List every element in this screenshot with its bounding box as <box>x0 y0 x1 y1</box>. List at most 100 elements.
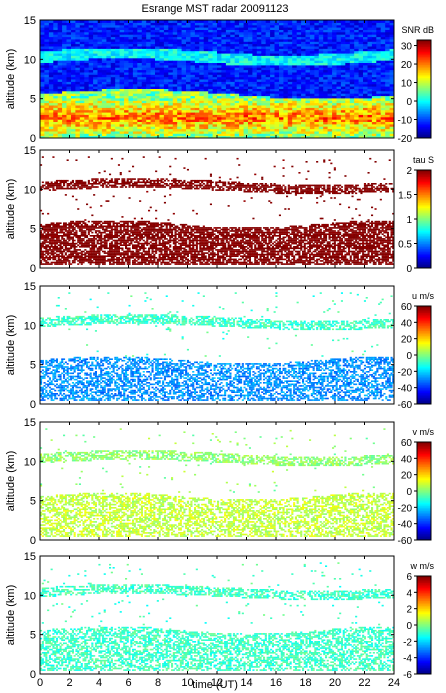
snr-cell <box>115 67 121 71</box>
data-cell <box>57 236 60 239</box>
snr-cell <box>376 112 382 115</box>
snr-cell <box>57 119 63 122</box>
snr-cell <box>336 57 342 61</box>
snr-cell <box>79 71 85 75</box>
data-cell <box>63 225 66 228</box>
snr-cell <box>340 116 346 120</box>
snr-cell <box>380 83 386 87</box>
snr-cell <box>57 48 63 52</box>
snr-cell <box>181 31 187 35</box>
data-cell <box>64 181 67 184</box>
snr-cell <box>239 116 244 120</box>
data-cell <box>57 223 60 226</box>
snr-cell <box>301 27 306 30</box>
snr-cell <box>305 50 311 54</box>
data-cell <box>71 179 74 182</box>
snr-cell <box>380 50 386 54</box>
data-cell <box>55 235 58 237</box>
snr-cell <box>199 95 205 99</box>
snr-cell <box>40 69 45 73</box>
snr-cell <box>137 57 143 61</box>
data-cell <box>40 236 43 239</box>
snr-cell <box>287 121 293 125</box>
snr-cell <box>279 128 284 132</box>
snr-cell <box>380 62 386 66</box>
snr-cell <box>340 86 346 89</box>
snr-cell <box>309 22 315 26</box>
snr-cell <box>44 88 50 92</box>
snr-cell <box>181 109 187 113</box>
snr-cell <box>287 31 293 35</box>
snr-cell <box>217 71 222 75</box>
snr-cell <box>296 119 302 122</box>
snr-cell <box>40 119 45 122</box>
data-cell <box>50 228 53 231</box>
snr-cell <box>363 130 368 134</box>
snr-cell <box>376 43 382 47</box>
snr-cell <box>137 53 143 56</box>
colorbar-tick-label: 0 <box>406 97 412 108</box>
snr-cell <box>292 71 298 75</box>
snr-cell <box>287 102 293 106</box>
snr-cell <box>371 71 377 75</box>
snr-cell <box>248 88 253 92</box>
snr-cell <box>239 109 244 113</box>
snr-cell <box>261 64 267 68</box>
data-cell <box>59 235 62 237</box>
snr-cell <box>75 24 81 28</box>
snr-cell <box>190 48 196 52</box>
snr-cell <box>367 133 373 137</box>
snr-cell <box>314 36 320 40</box>
snr-cell <box>234 34 240 38</box>
snr-cell <box>199 81 205 85</box>
snr-cell <box>199 126 205 130</box>
snr-cell <box>296 90 302 94</box>
snr-cell <box>71 128 76 132</box>
snr-cell <box>146 128 152 132</box>
data-cell <box>77 223 80 226</box>
snr-cell <box>40 60 45 63</box>
snr-cell <box>212 116 218 120</box>
snr-cell <box>66 88 72 92</box>
snr-cell <box>301 43 306 47</box>
snr-cell <box>318 102 324 106</box>
snr-cell <box>340 121 346 125</box>
snr-cell <box>336 67 342 71</box>
data-cell <box>57 225 60 228</box>
snr-cell <box>101 29 107 33</box>
data-cell <box>57 247 60 250</box>
snr-cell <box>309 109 315 113</box>
data-cell <box>78 186 81 188</box>
snr-cell <box>44 86 50 89</box>
snr-cell <box>256 46 262 49</box>
snr-cell <box>332 50 337 54</box>
data-cell <box>80 244 83 246</box>
snr-cell <box>177 34 183 38</box>
snr-cell <box>380 130 386 134</box>
snr-cell <box>79 81 85 85</box>
snr-cell <box>212 60 218 63</box>
snr-cell <box>146 102 152 106</box>
snr-cell <box>248 20 253 23</box>
snr-cell <box>363 79 368 82</box>
snr-cell <box>358 81 364 85</box>
snr-cell <box>292 27 298 30</box>
snr-cell <box>265 31 271 35</box>
snr-cell <box>203 90 209 94</box>
snr-cell <box>141 43 147 47</box>
snr-cell <box>389 67 394 71</box>
snr-cell <box>296 34 302 38</box>
snr-cell <box>106 74 112 78</box>
snr-cell <box>217 79 222 82</box>
colorbar-swatch <box>417 69 431 72</box>
data-cell <box>98 249 101 251</box>
data-cell <box>70 257 73 259</box>
snr-cell <box>159 130 165 134</box>
snr-cell <box>93 74 98 78</box>
snr-cell <box>93 130 98 134</box>
colorbar-swatch <box>417 80 431 83</box>
snr-cell <box>155 90 160 94</box>
snr-cell <box>181 41 187 45</box>
snr-cell <box>150 38 156 42</box>
snr-cell <box>141 27 147 30</box>
